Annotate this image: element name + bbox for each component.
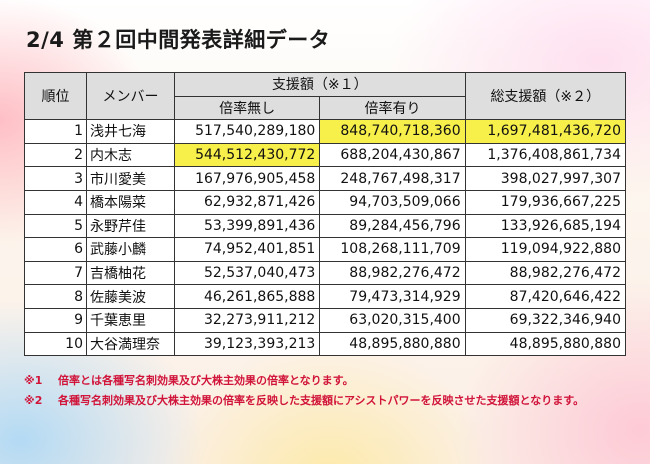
table-row: 8 佐藤美波 46,261,865,888 79,473,314,929 87,420,… [24, 284, 627, 309]
total-support-cell: 1,376,408,861,734 [464, 142, 627, 168]
header-with-multiplier: 倍率有り [319, 95, 466, 121]
footnote-mark: ※2 [24, 394, 43, 407]
with-multiplier-cell: 89,284,456,796 [319, 213, 466, 239]
no-multiplier-cell: 544,512,430,772 [173, 142, 321, 168]
rank-cell: 7 [24, 260, 87, 286]
table-row: 7 吉橋柚花 52,537,040,473 88,982,276,472 88,982,… [24, 260, 627, 286]
rank-cell: 9 [24, 307, 87, 333]
member-name-cell: 内木志 [86, 142, 175, 168]
member-name-cell: 永野芹佳 [86, 213, 175, 239]
with-multiplier-cell: 688,204,430,867 [319, 142, 466, 168]
total-support-cell: 87,420,646,422 [464, 284, 627, 309]
with-multiplier-cell: 848,740,718,360 [319, 119, 466, 144]
table-row: 4 橋本陽菜 62,932,871,426 94,703,509,066 179,936… [24, 189, 627, 215]
with-multiplier-cell: 48,895,880,880 [319, 331, 466, 357]
member-name-cell: 武藤小麟 [86, 237, 175, 262]
no-multiplier-cell: 62,932,871,426 [173, 189, 321, 215]
results-table: 順位 メンバー 支援額（※１） 総支援額（※２） 倍率無し 倍率有り 1 浅井七海… [24, 71, 627, 357]
no-multiplier-cell: 517,540,289,180 [173, 119, 321, 144]
footnote-text: 各種写名刺効果及び大株主効果の倍率を反映した支援額にアシストパワーを反映させた支… [58, 394, 585, 407]
total-support-cell: 48,895,880,880 [464, 331, 627, 357]
with-multiplier-cell: 94,703,509,066 [319, 189, 466, 215]
total-support-cell: 398,027,997,307 [464, 166, 627, 191]
table-row: 3 市川愛美 167,976,905,458 248,767,498,317 398,0… [24, 166, 627, 191]
total-support-cell: 179,936,667,225 [464, 189, 627, 215]
member-name-cell: 佐藤美波 [86, 284, 175, 309]
total-support-cell: 119,094,922,880 [464, 237, 627, 262]
rank-cell: 5 [24, 213, 87, 239]
rank-cell: 2 [24, 142, 87, 168]
member-name-cell: 橋本陽菜 [86, 189, 175, 215]
rank-cell: 3 [24, 166, 87, 191]
footnote-text: 倍率とは各種写名刺効果及び大株主効果の倍率となります。 [58, 374, 354, 387]
header-support: 支援額（※１） [174, 72, 466, 97]
no-multiplier-cell: 39,123,393,213 [173, 331, 321, 357]
no-multiplier-cell: 46,261,865,888 [173, 284, 321, 309]
header-rank: 順位 [24, 71, 87, 121]
table-body: 1 浅井七海 517,540,289,180 848,740,718,360 1,697… [24, 119, 627, 357]
total-support-cell: 88,982,276,472 [464, 260, 627, 286]
footnote-2: ※2 各種写名刺効果及び大株主効果の倍率を反映した支援額にアシストパワーを反映させ… [24, 391, 644, 411]
footnotes: ※1 倍率とは各種写名刺効果及び大株主効果の倍率となります。 ※2 各種写名刺効果及… [24, 371, 644, 411]
with-multiplier-cell: 88,982,276,472 [319, 260, 466, 286]
rank-cell: 8 [24, 284, 87, 309]
no-multiplier-cell: 167,976,905,458 [173, 166, 321, 191]
footnote-1: ※1 倍率とは各種写名刺効果及び大株主効果の倍率となります。 [24, 371, 644, 391]
table-row: 10 大谷満理奈 39,123,393,213 48,895,880,880 48,89… [24, 331, 627, 357]
with-multiplier-cell: 63,020,315,400 [319, 307, 466, 333]
table-row: 6 武藤小麟 74,952,401,851 108,268,111,709 119,09… [24, 237, 627, 262]
total-support-cell: 1,697,481,436,720 [464, 119, 627, 144]
with-multiplier-cell: 108,268,111,709 [319, 237, 466, 262]
header-member: メンバー [86, 71, 175, 121]
table-row: 2 内木志 544,512,430,772 688,204,430,867 1,376,… [24, 142, 627, 168]
rank-cell: 6 [24, 237, 87, 262]
rank-cell: 4 [24, 189, 87, 215]
header-total: 総支援額（※２） [464, 71, 627, 121]
rank-cell: 1 [24, 119, 87, 144]
member-name-cell: 市川愛美 [86, 166, 175, 191]
rank-cell: 10 [24, 331, 87, 357]
total-support-cell: 133,926,685,194 [464, 213, 627, 239]
with-multiplier-cell: 248,767,498,317 [319, 166, 466, 191]
page-title: 2/4 第２回中間発表詳細データ [26, 28, 331, 52]
total-support-cell: 69,322,346,940 [464, 307, 627, 333]
table-row: 9 千葉恵里 32,273,911,212 63,020,315,400 69,322,… [24, 307, 627, 333]
table-row: 5 永野芹佳 53,399,891,436 89,284,456,796 133,926… [24, 213, 627, 239]
footnote-mark: ※1 [24, 374, 43, 387]
no-multiplier-cell: 52,537,040,473 [173, 260, 321, 286]
no-multiplier-cell: 74,952,401,851 [173, 237, 321, 262]
no-multiplier-cell: 53,399,891,436 [173, 213, 321, 239]
header-no-multiplier: 倍率無し [173, 95, 321, 121]
member-name-cell: 浅井七海 [86, 119, 175, 144]
member-name-cell: 大谷満理奈 [86, 331, 175, 357]
member-name-cell: 千葉恵里 [86, 307, 175, 333]
no-multiplier-cell: 32,273,911,212 [173, 307, 321, 333]
table-row: 1 浅井七海 517,540,289,180 848,740,718,360 1,697… [24, 119, 627, 144]
member-name-cell: 吉橋柚花 [86, 260, 175, 286]
with-multiplier-cell: 79,473,314,929 [319, 284, 466, 309]
